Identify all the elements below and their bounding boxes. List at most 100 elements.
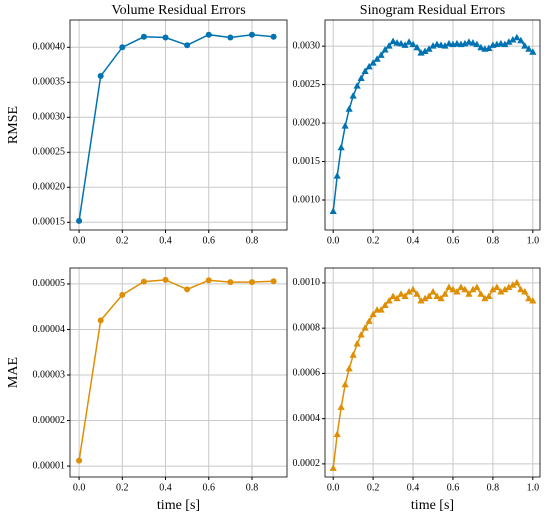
- marker: [377, 306, 385, 313]
- marker: [469, 285, 477, 293]
- marker: [489, 285, 497, 293]
- axes-frame: [69, 19, 288, 231]
- y-tick-label: 0.00001: [33, 460, 66, 471]
- y-tick-label: 0.0008: [293, 322, 321, 333]
- axes-frame: [324, 267, 541, 478]
- y-tick-label: 0.00035: [33, 77, 66, 88]
- marker: [401, 292, 409, 299]
- marker: [349, 92, 357, 99]
- marker: [369, 310, 377, 318]
- marker: [441, 290, 449, 297]
- marker: [377, 51, 385, 58]
- y-tick-label: 0.00002: [33, 415, 66, 426]
- marker: [381, 301, 389, 309]
- marker: [227, 34, 234, 41]
- x-tick-label: 0.8: [246, 482, 259, 493]
- marker: [385, 42, 393, 49]
- marker: [449, 285, 457, 293]
- marker: [473, 283, 481, 290]
- y-tick-label: 0.0025: [293, 79, 321, 90]
- x-tick-label: 0.2: [367, 235, 380, 246]
- x-tick-label: 0.2: [367, 482, 380, 493]
- marker: [248, 279, 255, 286]
- marker: [513, 33, 521, 41]
- marker: [393, 294, 401, 302]
- axes-frame: [69, 267, 288, 478]
- y-tick-label: 0.0004: [293, 413, 321, 424]
- x-tick-label: 1.0: [527, 482, 540, 493]
- marker: [481, 294, 489, 302]
- x-tick-label: 0.0: [327, 482, 340, 493]
- y-tick-label: 0.00005: [33, 278, 66, 289]
- marker: [205, 31, 212, 38]
- marker: [140, 33, 147, 40]
- marker: [140, 278, 147, 285]
- marker: [409, 40, 417, 48]
- x-axis-label: time [s]: [411, 498, 454, 513]
- x-tick-label: 0.0: [73, 235, 86, 246]
- marker: [477, 43, 485, 51]
- marker: [162, 34, 169, 41]
- y-tick-label: 0.00020: [33, 182, 66, 193]
- y-tick-label: 0.0002: [293, 458, 321, 469]
- x-tick-label: 0.8: [246, 235, 259, 246]
- marker: [227, 279, 234, 286]
- marker: [517, 285, 525, 293]
- marker: [337, 403, 345, 410]
- marker: [119, 291, 126, 298]
- data-line: [332, 281, 534, 469]
- marker: [513, 278, 521, 286]
- x-tick-label: 0.2: [116, 235, 129, 246]
- marker: [477, 290, 485, 297]
- marker: [441, 42, 449, 49]
- marker: [76, 457, 83, 464]
- marker: [270, 33, 277, 40]
- marker: [365, 62, 373, 70]
- x-tick-label: 0.4: [407, 482, 420, 493]
- marker: [97, 317, 104, 324]
- x-tick-label: 0.0: [73, 482, 86, 493]
- x-tick-label: 0.2: [116, 482, 129, 493]
- marker: [505, 38, 513, 45]
- marker: [270, 278, 277, 285]
- marker: [433, 292, 441, 299]
- x-tick-label: 1.0: [527, 235, 540, 246]
- y-axis-label: RMSE: [6, 106, 21, 144]
- marker: [445, 283, 453, 290]
- marker: [525, 294, 533, 302]
- x-tick-label: 0.4: [159, 235, 172, 246]
- marker: [405, 287, 413, 295]
- y-tick-label: 0.00025: [33, 147, 66, 158]
- marker: [413, 290, 421, 297]
- marker: [119, 44, 126, 51]
- marker: [361, 324, 369, 331]
- marker: [341, 122, 349, 129]
- marker: [337, 143, 345, 151]
- y-tick-label: 0.00040: [33, 42, 66, 53]
- marker: [421, 294, 429, 302]
- marker: [401, 41, 409, 48]
- y-tick-label: 0.00003: [33, 369, 66, 380]
- marker: [517, 36, 525, 44]
- x-tick-label: 0.6: [203, 235, 216, 246]
- marker: [497, 287, 505, 295]
- y-tick-label: 0.0030: [293, 40, 321, 51]
- marker: [184, 42, 191, 49]
- marker: [333, 430, 341, 437]
- marker: [509, 281, 517, 288]
- marker: [521, 42, 529, 49]
- x-tick-label: 0.6: [203, 482, 216, 493]
- x-tick-label: 0.0: [327, 235, 340, 246]
- marker: [509, 36, 517, 43]
- y-tick-label: 0.0006: [293, 368, 321, 379]
- marker: [505, 283, 513, 290]
- x-tick-label: 0.6: [447, 235, 460, 246]
- marker: [413, 43, 421, 51]
- marker: [333, 172, 341, 179]
- marker: [381, 46, 389, 53]
- marker: [341, 380, 349, 388]
- marker: [397, 39, 405, 47]
- y-tick-label: 0.00015: [33, 217, 66, 228]
- marker: [385, 297, 393, 304]
